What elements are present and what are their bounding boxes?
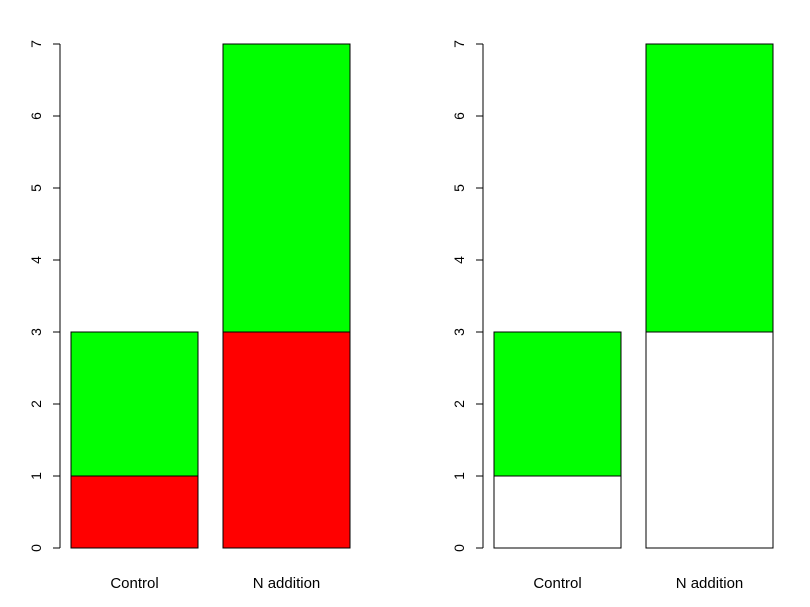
bar-segment-1-1 xyxy=(70,475,199,549)
y-tick-label: 7 xyxy=(28,40,44,48)
y-tick-label: 1 xyxy=(28,472,44,480)
y-tick-label: 5 xyxy=(28,184,44,192)
y-tick-label: 0 xyxy=(451,544,467,552)
bar-segment-1-1 xyxy=(493,475,622,549)
x-tick-label: Control xyxy=(110,575,158,592)
left-bar-chart: Control N addition 0 1 2 3 4 5 6 7 xyxy=(28,40,351,592)
y-tick-label: 2 xyxy=(28,400,44,408)
right-bar-chart: Control N addition 0 1 2 3 4 5 6 7 xyxy=(451,40,774,592)
bar-segment-2-2 xyxy=(645,43,774,333)
y-tick-label: 4 xyxy=(451,256,467,264)
y-tick-label: 5 xyxy=(451,184,467,192)
y-tick-label: 6 xyxy=(451,112,467,120)
y-tick-label: 6 xyxy=(28,112,44,120)
y-tick-label: 2 xyxy=(451,400,467,408)
x-tick-label: Control xyxy=(533,575,581,592)
y-tick-label: 4 xyxy=(28,256,44,264)
bar-segment-2-2 xyxy=(222,43,351,333)
bar-segment-2-1 xyxy=(645,331,774,549)
y-tick-label: 7 xyxy=(451,40,467,48)
x-tick-label: N addition xyxy=(676,575,744,592)
y-tick-label: 3 xyxy=(451,328,467,336)
y-tick-label: 1 xyxy=(451,472,467,480)
bar-segment-2-1 xyxy=(222,331,351,549)
x-tick-label: N addition xyxy=(253,575,321,592)
y-tick-label: 3 xyxy=(28,328,44,336)
bar-segment-1-2 xyxy=(493,331,622,477)
y-tick-label: 0 xyxy=(28,544,44,552)
bar-segment-1-2 xyxy=(70,331,199,477)
